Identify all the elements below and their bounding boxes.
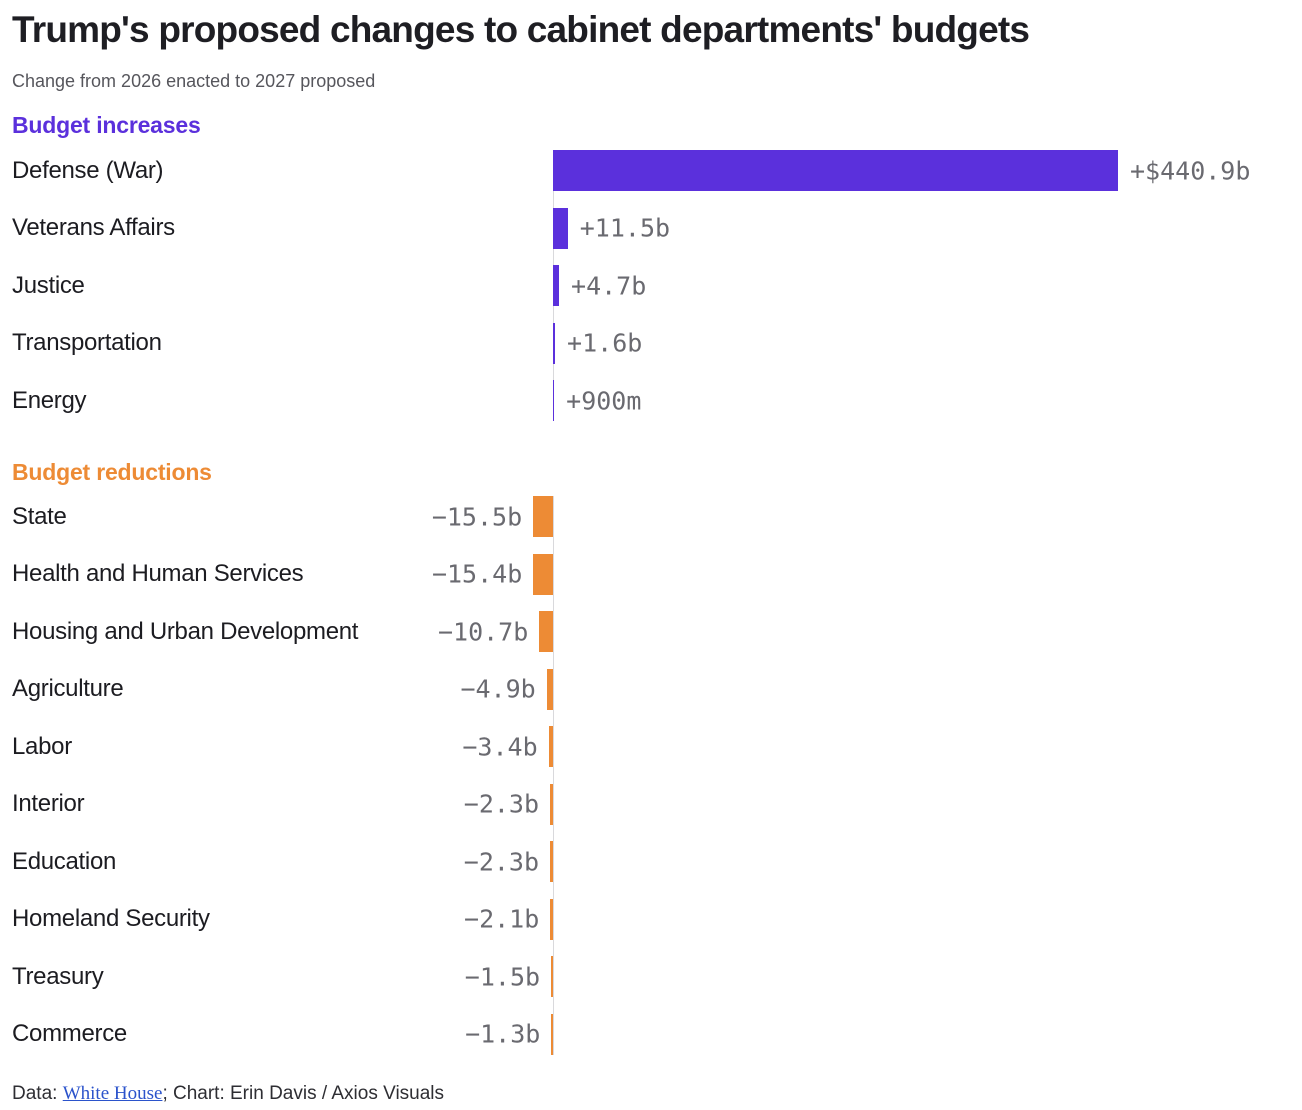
- category-label: Interior: [12, 790, 85, 818]
- category-label: Labor: [12, 732, 72, 760]
- value-label: +$440.9b: [1130, 156, 1251, 186]
- value-label: −2.1b: [464, 904, 540, 934]
- value-label: −10.7b: [437, 617, 529, 647]
- chart-title: Trump's proposed changes to cabinet depa…: [12, 9, 1030, 50]
- white-house-link[interactable]: White House: [62, 1083, 163, 1104]
- value-label: −2.3b: [463, 789, 540, 819]
- chart-row: Housing and Urban Development −10.7b: [0, 603, 1302, 661]
- bar-decrease: [551, 1013, 553, 1055]
- bar-increase: [553, 150, 1118, 192]
- chart-row: Commerce −1.3b: [0, 1006, 1302, 1064]
- budget-increases-rows: Defense (War) +$440.9b Veterans Affairs +11…: [0, 142, 1302, 430]
- chart-row: Veterans Affairs +11.5b: [0, 200, 1302, 258]
- source-line: Data: White House; Chart: Erin Davis / A…: [12, 1083, 444, 1105]
- chart-row: Interior −2.3b: [0, 776, 1302, 834]
- chart-row: Justice +4.7b: [0, 257, 1302, 315]
- bar-decrease: [550, 783, 553, 825]
- chart-row: Treasury −1.5b: [0, 948, 1302, 1006]
- bar-decrease: [548, 726, 553, 768]
- axis-baseline: [553, 496, 554, 1055]
- category-label: Housing and Urban Development: [12, 617, 359, 645]
- value-label: −2.3b: [463, 847, 540, 877]
- bar-decrease: [551, 956, 553, 998]
- value-label: −1.5b: [464, 962, 541, 992]
- category-label: Agriculture: [12, 675, 124, 703]
- value-label: +11.5b: [579, 213, 671, 243]
- budget-reductions-rows: State −15.5b Health and Human Services −15.…: [0, 488, 1302, 1063]
- value-label: +4.7b: [571, 271, 647, 301]
- value-label: −3.4b: [462, 732, 538, 762]
- category-label: Veterans Affairs: [12, 214, 175, 242]
- value-label: +1.6b: [567, 328, 643, 358]
- chart-row: Homeland Security −2.1b: [0, 891, 1302, 949]
- chart-row: State −15.5b: [0, 488, 1302, 546]
- value-label: +900m: [566, 386, 642, 416]
- bar-increase: [553, 207, 568, 249]
- bar-increase: [553, 380, 555, 422]
- chart-row: Health and Human Services −15.4b: [0, 546, 1302, 604]
- value-label: −15.4b: [431, 559, 523, 589]
- bar-decrease: [550, 898, 553, 940]
- category-label: Justice: [12, 271, 85, 299]
- chart-row: Transportation +1.6b: [0, 315, 1302, 373]
- category-label: Treasury: [12, 962, 104, 990]
- category-label: Health and Human Services: [12, 560, 304, 588]
- chart-subtitle: Change from 2026 enacted to 2027 propose…: [12, 71, 376, 91]
- bar-decrease: [533, 553, 553, 595]
- bar-decrease: [533, 496, 553, 538]
- bar-decrease: [539, 611, 553, 653]
- category-label: State: [12, 502, 67, 530]
- value-label: −1.3b: [465, 1019, 541, 1049]
- bar-increase: [553, 322, 556, 364]
- chart-row: Energy +900m: [0, 372, 1302, 430]
- bar-decrease: [550, 841, 553, 883]
- section-header-budget-increases: Budget increases: [12, 112, 201, 138]
- category-label: Commerce: [12, 1020, 127, 1048]
- chart-row: Labor −3.4b: [0, 718, 1302, 776]
- source-suffix: ; Chart: Erin Davis / Axios Visuals: [162, 1083, 445, 1104]
- chart-row: Defense (War) +$440.9b: [0, 142, 1302, 200]
- category-label: Education: [12, 847, 117, 875]
- chart-row: Agriculture −4.9b: [0, 661, 1302, 719]
- bar-decrease: [546, 668, 553, 710]
- value-label: −4.9b: [460, 674, 536, 704]
- category-label: Defense (War): [12, 156, 164, 184]
- category-label: Homeland Security: [12, 905, 210, 933]
- value-label: −15.5b: [431, 502, 523, 532]
- section-header-budget-reductions: Budget reductions: [12, 459, 212, 485]
- category-label: Transportation: [12, 329, 162, 357]
- category-label: Energy: [12, 386, 87, 414]
- chart-row: Education −2.3b: [0, 833, 1302, 891]
- bar-increase: [553, 265, 560, 307]
- source-prefix: Data:: [12, 1083, 63, 1104]
